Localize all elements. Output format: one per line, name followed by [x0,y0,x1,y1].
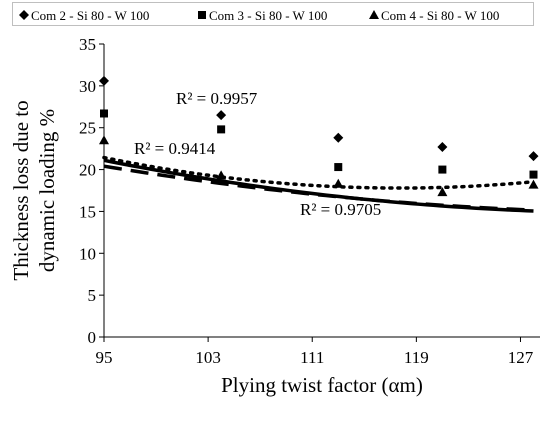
data-point-series-2 [438,165,447,174]
y-tick-label: 5 [88,286,97,305]
trendlines [102,155,536,213]
axes: 0 5 10 15 20 25 30 35 95 103 111 119 127 Plying twist… [9,35,540,397]
trendline-series-3 [102,155,536,190]
data-point-series-3 [99,135,109,145]
data-point-series-3 [437,187,448,197]
r-squared-label-series-1: R² = 0.9957 [176,89,258,108]
legend-entry-series-1: Com 2 - Si 80 - W 100 [31,8,149,23]
trendline-series-2 [103,164,534,212]
data-point-series-1 [333,132,344,143]
data-point-series-3 [333,178,344,188]
y-tick-label: 35 [79,35,96,54]
y-tick-label: 15 [79,202,96,221]
y-tick-label: 30 [79,77,96,96]
legend-marker-series-3 [369,10,379,19]
x-tick-label: 103 [195,348,221,367]
r-squared-label-series-2: R² = 0.9414 [134,139,216,158]
y-tick-label: 10 [79,244,96,263]
x-tick-label: 111 [300,348,324,367]
legend-marker-series-1 [19,10,29,20]
legend: Com 2 - Si 80 - W 100 Com 3 - Si 80 - W 1… [19,8,499,23]
y-tick-label: 20 [79,161,96,180]
x-axis-title: Plying twist factor (αm) [221,373,423,397]
y-tick-label: 0 [88,328,97,347]
y-axis-title-line-1: Thickness loss due to [9,100,33,280]
data-point-series-1 [99,75,109,86]
data-point-series-1 [528,151,539,162]
x-tick-label: 95 [96,348,113,367]
x-tick-label: 119 [404,348,429,367]
annotations: R² = 0.9957 R² = 0.9414 R² = 0.9705 [134,89,381,219]
legend-entry-series-2: Com 3 - Si 80 - W 100 [209,8,327,23]
y-axis-title-line-2: dynamic loading % [35,109,59,272]
legend-frame [12,2,534,26]
data-point-series-1 [216,110,227,121]
data-point-series-1 [437,141,448,152]
data-markers [99,75,539,197]
legend-marker-series-2 [198,11,206,19]
r-squared-label-series-3: R² = 0.9705 [300,200,381,219]
data-point-series-3 [528,179,539,189]
data-point-series-3 [216,170,227,180]
data-point-series-2 [217,125,226,134]
data-point-series-2 [529,170,538,179]
y-tick-label: 25 [79,119,96,138]
legend-entry-series-3: Com 4 - Si 80 - W 100 [381,8,499,23]
x-tick-label: 127 [508,348,534,367]
data-point-series-2 [100,109,108,118]
data-point-series-2 [334,163,343,172]
